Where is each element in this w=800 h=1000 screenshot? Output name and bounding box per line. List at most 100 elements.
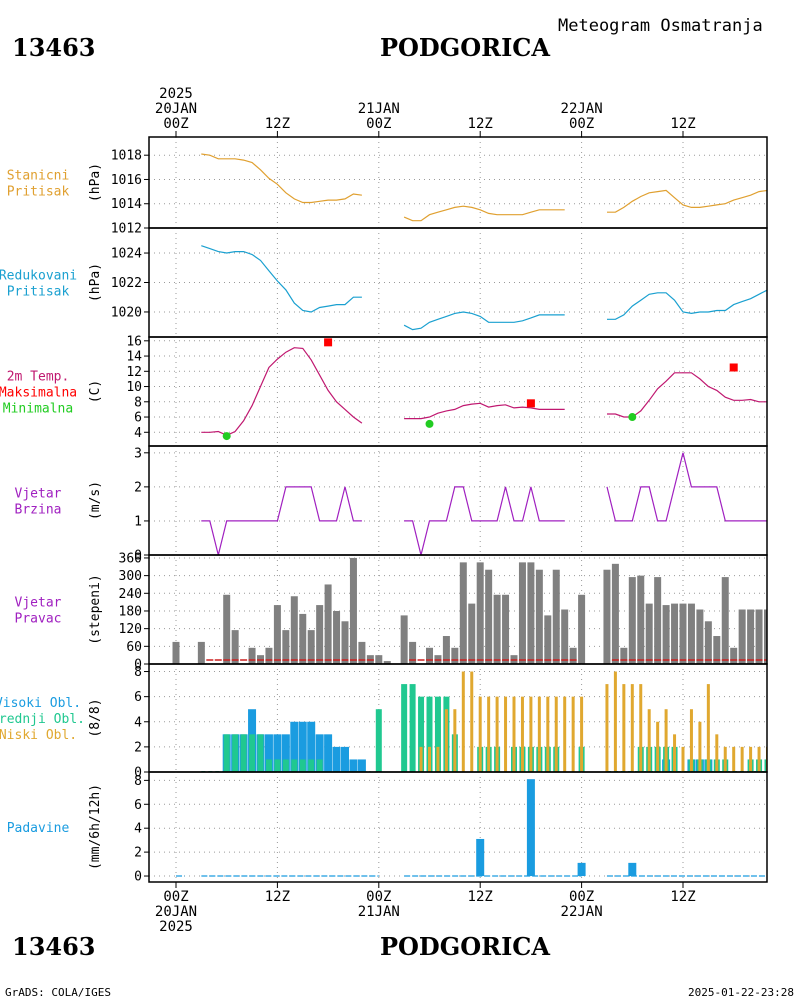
low-cloud-bar (740, 746, 744, 772)
wind-dir-bar (485, 569, 493, 664)
wind-dir-bar (231, 630, 239, 664)
mid-cloud-bar (249, 734, 256, 772)
low-cloud-bar (605, 684, 609, 772)
meteogram-title: Meteogram Osmatranja (558, 16, 763, 36)
low-cloud-bar (495, 696, 499, 772)
series-line (607, 189, 767, 213)
panel-label: 2m Temp. (7, 370, 70, 385)
series-line (201, 153, 362, 204)
low-cloud-bar (470, 671, 474, 772)
time-label-bottom: 00Z (366, 889, 391, 905)
y-tick-label: 4 (134, 715, 142, 730)
mid-cloud-bar (418, 696, 425, 772)
low-cloud-bar (554, 696, 558, 772)
station-id-bottom: 13463 (12, 932, 96, 961)
mid-cloud-bar (316, 759, 323, 772)
time-label-top: 00Z (569, 116, 594, 132)
series-line (201, 486, 362, 555)
time-label-top: 21JAN (358, 101, 400, 117)
wind-dir-bar (349, 557, 357, 664)
y-tick-label: 1020 (111, 305, 142, 320)
wind-dir-bar (687, 603, 695, 664)
wind-dir-bar (451, 647, 459, 664)
low-cloud-bar (436, 746, 440, 772)
y-tick-label: 2 (134, 846, 142, 861)
wind-dir-bar (383, 661, 391, 664)
precip-bar (476, 838, 485, 877)
plot-area (201, 153, 767, 222)
wind-dir-bar (654, 577, 662, 664)
wind-dir-bar (561, 609, 569, 664)
panel-label: Niski Obl. (0, 728, 77, 743)
grid (149, 772, 767, 882)
wind-dir-bar (493, 594, 501, 664)
mid-cloud-bar (426, 696, 433, 772)
time-label-top: 12Z (670, 116, 695, 132)
wind-dir-bar (603, 569, 611, 664)
time-label-bottom: 12Z (468, 889, 493, 905)
high-cloud-bar (298, 721, 307, 772)
wind-dir-bar (578, 594, 586, 664)
panel-label: Pritisak (7, 185, 70, 200)
wind-dir-bar (620, 647, 628, 664)
wind-dir-bar (721, 577, 729, 664)
y-tick-label: 12 (126, 365, 142, 380)
footer-credit: GrADS: COLA/IGES (5, 986, 111, 999)
y-tick-label: 60 (126, 640, 142, 655)
wind-dir-bar (426, 647, 433, 664)
y-tick-label: 360 (119, 551, 142, 566)
y-tick-label: 0 (134, 870, 142, 885)
footer-timestamp: 2025-01-22-23:28 (688, 986, 794, 999)
plot-area (201, 671, 767, 772)
grid (149, 137, 767, 229)
panel-label: Redukovani (0, 269, 77, 284)
y-axis-unit: (stepeni) (88, 574, 103, 644)
y-axis: 1020 1022 1024 (111, 247, 149, 320)
y-tick-label: 1024 (111, 247, 142, 262)
y-tick-label: 0 (134, 549, 142, 564)
series-line (607, 289, 767, 320)
y-tick-label: 2 (134, 740, 142, 755)
plot-area (201, 452, 767, 555)
high-cloud-bar (307, 721, 316, 772)
y-axis-unit: (C) (88, 380, 103, 403)
wind-dir-bar (442, 636, 450, 664)
time-label-bottom: 20JAN (155, 904, 197, 920)
y-axis-unit: (m/s) (88, 481, 103, 520)
wind-dir-bar (535, 569, 543, 664)
wind-dir-bar (341, 621, 349, 664)
max-temp-marker (324, 338, 333, 347)
grid (149, 228, 767, 337)
wind-dir-bar (324, 584, 332, 664)
low-cloud-bar (563, 696, 567, 772)
wind-dir-bar (679, 603, 687, 664)
panel-label: Vjetar (15, 596, 62, 611)
mid-cloud-bar (265, 759, 272, 772)
plot-area (176, 779, 767, 877)
low-cloud-bar (580, 696, 584, 772)
max-temp-marker (729, 363, 738, 372)
y-axis-unit: (hPa) (88, 163, 103, 202)
y-tick-label: 3 (134, 446, 142, 461)
high-cloud-bar (315, 734, 324, 772)
high-cloud-bar (264, 734, 273, 772)
mid-cloud-bar (434, 696, 441, 772)
low-cloud-bar (698, 721, 702, 772)
wind-dir-bar (299, 613, 307, 664)
mid-cloud-bar (299, 759, 306, 772)
wind-dir-bar (569, 647, 577, 664)
wind-dir-bar (755, 609, 763, 664)
low-cloud-bar (757, 746, 761, 772)
min-temp-marker (222, 432, 231, 441)
y-tick-label: 1018 (111, 149, 142, 164)
panel-clouds: 0 2 4 6 8 (8/8) Visoki Obl.Srednji Obl.Niski O… (0, 663, 768, 781)
wind-dir-bar (197, 641, 205, 664)
low-cloud-bar (504, 696, 508, 772)
time-label-top: 12Z (265, 116, 290, 132)
mid-cloud-bar (291, 759, 298, 772)
series-line (201, 245, 362, 313)
